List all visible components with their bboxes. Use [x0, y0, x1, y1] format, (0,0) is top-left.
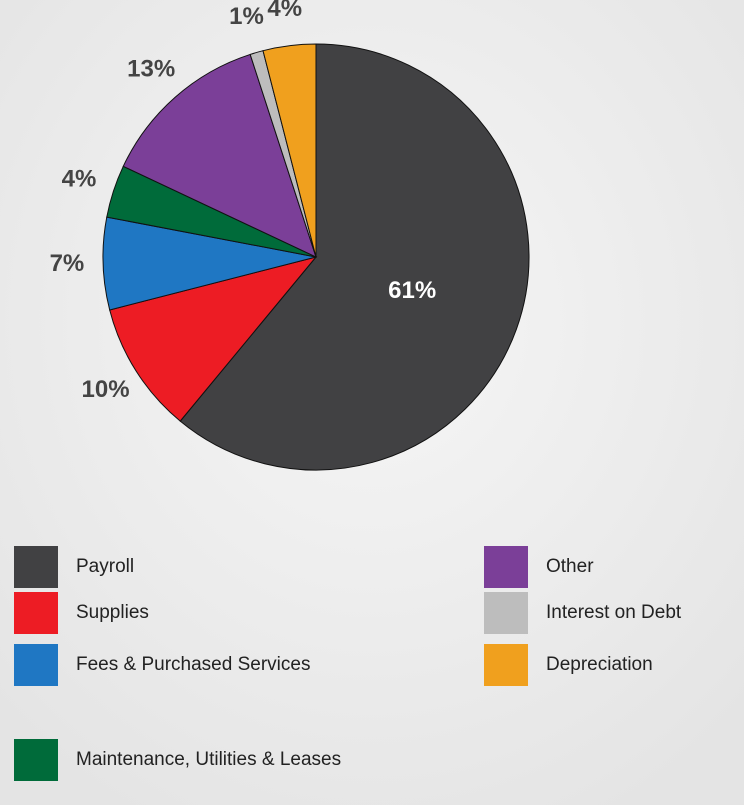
legend-label: Payroll	[76, 556, 134, 577]
slice-label: 7%	[50, 250, 85, 277]
legend-swatch	[484, 546, 528, 588]
legend-label: Maintenance, Utilities & Leases	[76, 749, 341, 770]
slice-label: 13%	[127, 55, 175, 82]
legend-swatch	[14, 644, 58, 686]
slice-label: 61%	[388, 277, 436, 304]
legend-label: Depreciation	[546, 654, 653, 675]
pie-slice	[109, 256, 318, 422]
slice-label: 4%	[267, 0, 302, 22]
legend-swatch	[484, 592, 528, 634]
legend-label: Other	[546, 556, 594, 577]
slice-label: 1%	[229, 3, 264, 30]
legend-label: Supplies	[76, 602, 149, 623]
slice-label: 10%	[82, 376, 130, 403]
pie-slice	[122, 53, 317, 258]
pie-slice	[262, 43, 317, 258]
legend-swatch	[484, 644, 528, 686]
legend-swatch	[14, 739, 58, 781]
legend-swatch	[14, 592, 58, 634]
legend-label: Fees & Purchased Services	[76, 654, 310, 675]
legend-label: Interest on Debt	[546, 602, 682, 623]
legend-swatch	[14, 546, 58, 588]
pie-slice	[179, 43, 530, 471]
slice-label: 4%	[62, 165, 97, 192]
